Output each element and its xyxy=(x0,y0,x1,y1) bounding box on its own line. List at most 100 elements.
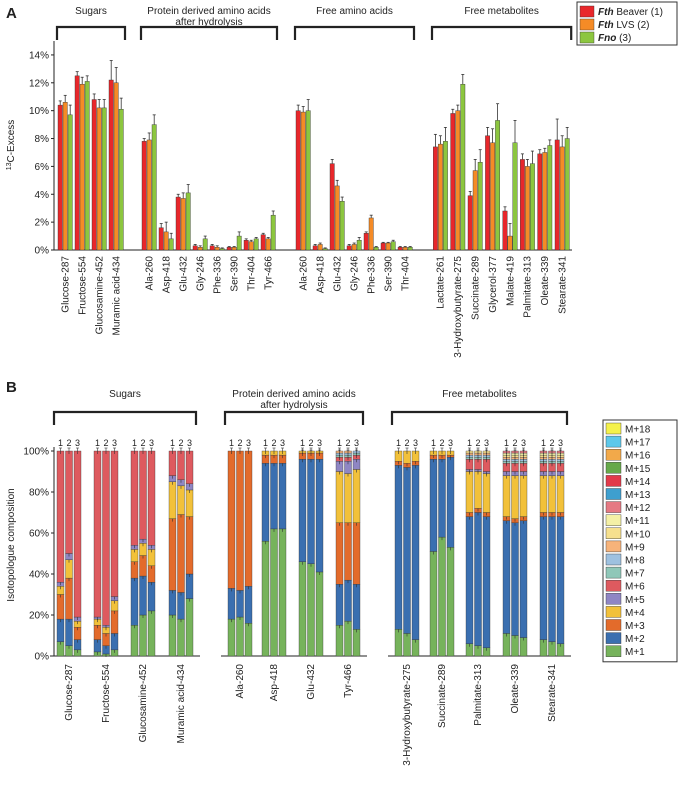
panel-b-x-label: Palmitate-313 xyxy=(473,664,484,726)
panel-a-bar-fructose-554-s3 xyxy=(84,81,90,251)
panel-a-y-tick-label: 14% xyxy=(29,50,49,61)
panel-a-bar-glu-432-s3 xyxy=(339,201,345,251)
panel-a-legend: Fth Beaver (1)Fth LVS (2)Fno (3) xyxy=(576,1,678,46)
panel-a-bar-oleate-339-s2 xyxy=(542,152,548,251)
panel-b-x-label: Fructose-554 xyxy=(101,664,112,723)
panel-b-replicate-label: 2 xyxy=(345,438,350,448)
panel-b-replicate-label: 2 xyxy=(404,438,409,448)
panel-a-bar-glycerol-377-s1 xyxy=(485,135,490,251)
panel-a-bar-ala-260-s3 xyxy=(305,110,311,251)
panel-a-bar-phe-336-s1 xyxy=(363,233,369,251)
panel-b-segment-tyr-466-r3-m-4 xyxy=(352,469,361,523)
panel-b-segment-palmitate-313-r1-m-2 xyxy=(465,516,474,644)
panel-a-bar-asp-418-s3 xyxy=(168,238,174,251)
panel-a-x-label: Gly-246 xyxy=(350,256,361,291)
panel-b-segment-ala-260-r3-m-1 xyxy=(244,623,253,657)
panel-a-bar-stearate-341-s2 xyxy=(559,146,565,251)
panel-b-y-tick-label: 100% xyxy=(23,447,49,458)
panel-b-segment-succinate-289-r3-m-1 xyxy=(446,547,455,657)
panel-b-replicate-label: 3 xyxy=(75,438,80,448)
panel-a-legend-swatch-3 xyxy=(579,31,595,44)
panel-a-x-label: Oleate-339 xyxy=(540,256,551,306)
legend-strain: Beaver (1) xyxy=(614,7,663,18)
panel-a-bar-succinate-289-s1 xyxy=(467,195,473,251)
panel-a-bar-ala-260-s2 xyxy=(146,139,152,251)
panel-a-bar-glucose-287-s1 xyxy=(57,104,63,251)
panel-b-legend-label-m-12: M+12 xyxy=(625,503,651,514)
panel-b-x-label: Glucosamine-452 xyxy=(138,664,149,743)
panel-b-segment-ala-260-r1-m-3 xyxy=(227,450,236,589)
panel-b-replicate-label: 2 xyxy=(439,438,444,448)
panel-b-segment-asp-418-r2-m-2 xyxy=(270,463,278,530)
panel-b-segment-3-hydroxybutyrate-275-r2-m-2 xyxy=(403,467,411,634)
panel-b-segment-3-hydroxybutyrate-275-r1-m-1 xyxy=(394,629,403,657)
panel-b-x-label: Asp-418 xyxy=(269,664,280,702)
panel-a-x-label: Fructose-554 xyxy=(78,256,89,315)
panel-a-y-tick-label: 6% xyxy=(35,162,50,173)
panel-b-replicate-label: 1 xyxy=(58,438,63,448)
panel-b-legend-swatch-m-11 xyxy=(605,514,622,526)
panel-a-bar-succinate-289-s2 xyxy=(472,170,478,251)
panel-b-replicate-label: 3 xyxy=(187,438,192,448)
panel-a-y-tick-label: 10% xyxy=(29,106,49,117)
panel-b-segment-muramic-acid-434-r2-m-2 xyxy=(177,592,185,620)
panel-b-replicate-label: 3 xyxy=(484,438,489,448)
panel-a-bar-ser-390-s3 xyxy=(236,235,242,251)
panel-a-bar-glu-432-s2 xyxy=(334,185,340,251)
panel-a-x-label: Tyr-466 xyxy=(264,256,275,290)
panel-a-bar-muramic-acid-434-s1 xyxy=(108,79,114,251)
panel-a-legend-label-2: Fth LVS (2) xyxy=(598,20,649,31)
legend-strain: LVS (2) xyxy=(614,20,650,31)
panel-a-label: A xyxy=(6,5,17,22)
panel-b-replicate-label: 2 xyxy=(140,438,145,448)
panel-a-x-label: Glu-432 xyxy=(179,256,190,292)
panel-b-segment-glucose-287-r1-m-3 xyxy=(56,594,65,620)
panel-b-legend-swatch-m-14 xyxy=(605,475,622,487)
panel-b-legend-swatch-m-2 xyxy=(605,632,622,644)
panel-b-segment-glucosamine-452-r1-m-6 xyxy=(130,450,139,546)
panel-a-bar-ala-260-s2 xyxy=(300,111,306,251)
panel-b-segment-oleate-339-r2-m-1 xyxy=(511,635,519,657)
panel-a-bar-asp-418-s2 xyxy=(317,244,323,251)
panel-b-legend-label-m-10: M+10 xyxy=(625,529,651,540)
panel-a-bar-phe-336-s1 xyxy=(209,245,215,251)
panel-b-segment-muramic-acid-434-r2-m-4 xyxy=(177,485,185,515)
panel-b-segment-palmitate-313-r2-m-4 xyxy=(474,471,482,509)
panel-a-x-label: Phe-336 xyxy=(213,256,224,294)
panel-a-bar-phe-336-s3 xyxy=(373,247,379,251)
panel-b-replicate-label: 2 xyxy=(66,438,71,448)
panel-b-segment-oleate-339-r3-m-2 xyxy=(519,520,528,638)
panel-a-ylabel-main: C-Excess xyxy=(6,120,17,163)
panel-b-segment-glucosamine-452-r2-m-2 xyxy=(139,575,147,616)
panel-b-segment-oleate-339-r3-m-4 xyxy=(519,475,528,517)
panel-a-bar-palmitate-313-s3 xyxy=(530,163,535,251)
panel-b-replicate-label: 2 xyxy=(271,438,276,448)
panel-b-segment-muramic-acid-434-r1-m-6 xyxy=(168,450,177,476)
panel-b-segment-muramic-acid-434-r2-m-6 xyxy=(177,450,185,480)
panel-b-segment-ala-260-r1-m-1 xyxy=(227,618,236,657)
panel-b-segment-stearate-341-r3-m-2 xyxy=(556,516,565,644)
legend-species: Fth xyxy=(598,20,614,31)
panel-b-legend-swatch-m-5 xyxy=(605,593,622,605)
panel-b-segment-fructose-554-r2-m-6 xyxy=(102,450,110,626)
panel-b-x-label: Oleate-339 xyxy=(510,664,521,714)
legend-species: Fno xyxy=(598,33,616,44)
panel-b-segment-ala-260-r2-m-3 xyxy=(236,450,244,591)
panel-b-legend-label-m-3: M+3 xyxy=(625,621,645,632)
panel-b-segment-succinate-289-r2-m-1 xyxy=(438,536,446,657)
panel-a-bar-lactate-261-s2 xyxy=(438,143,443,251)
panel-b-legend-swatch-m-17 xyxy=(605,435,622,448)
panel-b-legend-swatch-m-18 xyxy=(605,422,622,435)
panel-a-bar-oleate-339-s3 xyxy=(547,145,553,251)
panel-b-segment-succinate-289-r1-m-1 xyxy=(429,551,438,657)
panel-b-legend-swatch-m-15 xyxy=(605,462,622,474)
panel-b-legend-label-m-7: M+7 xyxy=(625,569,645,580)
panel-a-ylabel: 13C-Excess xyxy=(6,120,17,171)
panel-a-x-label: Malate-419 xyxy=(505,256,516,306)
panel-a-bar-asp-418-s1 xyxy=(312,245,318,251)
panel-a-x-label: Phe-336 xyxy=(367,256,378,294)
panel-b-replicate-label: 1 xyxy=(337,438,342,448)
panel-b-legend-label-m-9: M+9 xyxy=(625,542,645,553)
panel-b-segment-tyr-466-r1-m-4 xyxy=(335,471,344,523)
panel-b: B Isotopologue composition 0% 20% 40% 60% 80… xyxy=(6,379,678,766)
